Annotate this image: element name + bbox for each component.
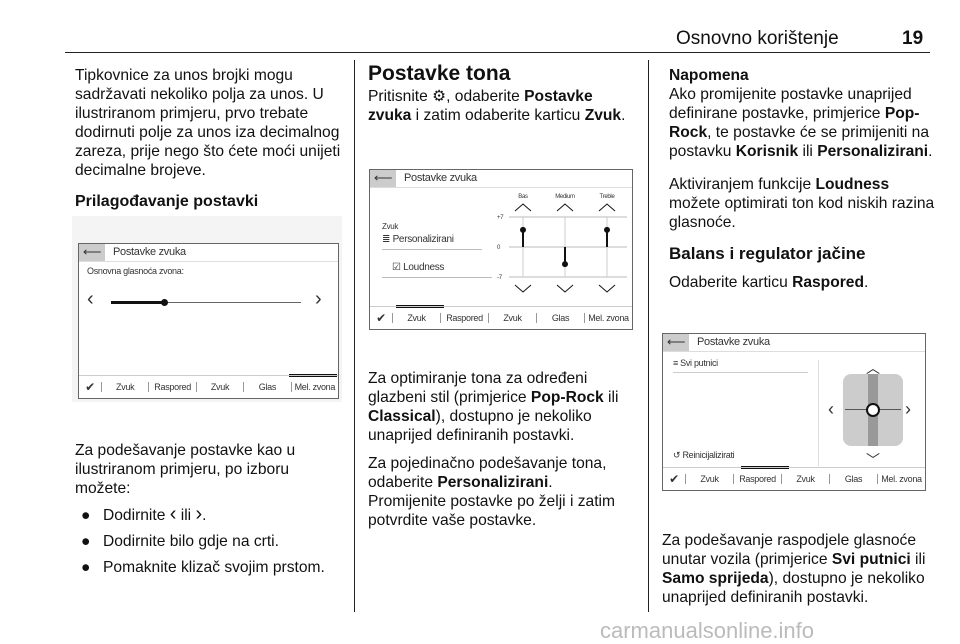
column-divider — [354, 60, 355, 612]
band-label: Bas — [518, 194, 528, 200]
note-title: Napomena — [669, 67, 749, 84]
paragraph: Odaberite karticu Raspored. — [669, 274, 869, 291]
paragraph: Pritisnite ⚙, odaberite Postavke zvuka i… — [368, 88, 626, 124]
right-column: Napomena Ako promijenite postavke unapri… — [669, 66, 935, 301]
back-arrow-icon[interactable]: ⟵ — [663, 334, 689, 351]
paragraph: Za podešavanje raspodjele glasnoće unuta… — [662, 532, 926, 606]
volume-screen: ⟵ Postavke zvuka Osnovna glasnoća zvona: … — [78, 243, 339, 399]
chevron-left-icon: ‹ — [169, 503, 177, 525]
tab[interactable]: Mel. zvona — [877, 474, 925, 484]
tab[interactable]: Mel. zvona — [290, 382, 338, 392]
bullet-item: ● Pomaknite klizač svojim prstom. — [81, 559, 325, 576]
tab[interactable]: Zvuk — [101, 382, 148, 392]
column-divider — [648, 60, 649, 612]
tab[interactable]: Mel. zvona — [584, 313, 632, 323]
watermark: carmanualsonline.info — [600, 618, 815, 643]
paragraph: Za pojedinačno podešavanje tona, odaberi… — [368, 455, 607, 491]
chevron-left-icon[interactable]: ‹ — [828, 399, 834, 419]
band-thumb[interactable] — [520, 226, 526, 233]
balance-screen: ⟵ Postavke zvuka ≡ Svi putnici ↺ Reinicij… — [662, 333, 926, 491]
chevron-down-icon[interactable] — [556, 284, 574, 293]
group-label: Zvuk — [382, 222, 399, 231]
tab[interactable]: Glas — [243, 382, 290, 392]
axis-label: 0 — [497, 245, 501, 251]
loudness-checkbox[interactable]: ☑ Loudness — [382, 262, 492, 278]
volume-label: Osnovna glasnoća zvona: — [87, 266, 184, 276]
left-column: Tipkovnice za unos brojki mogu sadržavat… — [75, 66, 347, 223]
middle-column: Postavke tona Pritisnite ⚙, odaberite Po… — [368, 62, 638, 134]
reset-button[interactable]: ↺ Reinicijalizirati — [673, 450, 735, 460]
tab[interactable]: Raspored — [733, 474, 781, 484]
tab-bar: ✔ Zvuk Raspored Zvuk Glas Mel. zvona — [79, 375, 338, 398]
paragraph: Za podešavanje postavke kao u ilustriran… — [75, 442, 296, 497]
tab[interactable]: Zvuk — [392, 313, 440, 323]
chevron-up-icon[interactable] — [556, 203, 574, 212]
axis-label: -7 — [497, 275, 503, 281]
page-number: 19 — [902, 28, 924, 49]
band-thumb[interactable] — [604, 226, 610, 233]
right-column-lower: Za podešavanje raspodjele glasnoće unuta… — [662, 531, 934, 616]
tab-bar: ✔ Zvuk Raspored Zvuk Glas Mel. zvona — [663, 467, 925, 490]
header-rule — [65, 52, 930, 53]
tab[interactable]: Glas — [829, 474, 877, 484]
preset-selector[interactable]: ≣ Personalizirani — [382, 234, 482, 250]
section-heading: Balans i regulator jačine — [669, 244, 866, 263]
tab[interactable]: Zvuk — [781, 474, 829, 484]
axis-label: +7 — [497, 215, 504, 221]
note-text: Ako promijenite postavke unaprijed defin… — [669, 86, 933, 160]
confirm-check-icon[interactable]: ✔ — [669, 472, 679, 486]
volume-slider[interactable] — [111, 302, 301, 303]
middle-column-lower: Za optimiranje tona za određeni glazbeni… — [368, 369, 640, 539]
band-thumb[interactable] — [562, 261, 568, 268]
back-arrow-icon[interactable]: ⟵ — [370, 170, 396, 187]
equalizer: +7 0 -7 Bas Medium Treble — [495, 190, 630, 300]
confirm-check-icon[interactable]: ✔ — [376, 311, 386, 325]
section-heading: Postavke tona — [368, 62, 511, 85]
paragraph: Aktiviranjem funkcije Loudness možete op… — [669, 176, 935, 231]
chevron-up-icon[interactable] — [598, 203, 616, 212]
screen-title: Postavke zvuka — [404, 172, 477, 184]
tab[interactable]: Zvuk — [685, 474, 733, 484]
chevron-right-icon[interactable]: › — [905, 399, 911, 419]
running-header: Osnovno korištenje — [676, 28, 839, 49]
tab[interactable]: Raspored — [440, 313, 488, 323]
chevron-down-icon[interactable] — [598, 284, 616, 293]
tab[interactable]: Raspored — [148, 382, 195, 392]
section-heading: Prilagođavanje postavki — [75, 193, 259, 210]
band-label: Medium — [555, 194, 575, 200]
chevron-right-icon[interactable]: › — [315, 288, 322, 310]
chevron-left-icon[interactable]: ‹ — [87, 288, 94, 310]
paragraph: Za optimiranje tona za određeni glazbeni… — [368, 370, 619, 444]
chevron-down-icon[interactable]: ﹀ — [866, 452, 880, 468]
tab[interactable]: Glas — [536, 313, 584, 323]
slider-fill — [111, 301, 164, 304]
screen-title: Postavke zvuka — [697, 336, 770, 348]
tab[interactable]: Zvuk — [488, 313, 536, 323]
slider-thumb[interactable] — [161, 299, 168, 306]
confirm-check-icon[interactable]: ✔ — [85, 380, 95, 394]
back-arrow-icon[interactable]: ⟵ — [79, 244, 105, 261]
settings-icon: ⚙ — [432, 88, 447, 105]
tab[interactable]: Zvuk — [195, 382, 243, 392]
bullet-item: ● Dodirnite ‹ ili ›. — [81, 503, 207, 525]
screen-title: Postavke zvuka — [113, 246, 186, 258]
bullet-item: ● Dodirnite bilo gdje na crti. — [81, 533, 279, 550]
tone-screen: ⟵ Postavke zvuka Zvuk ≣ Personalizirani ☑… — [369, 169, 633, 330]
chevron-up-icon[interactable]: ︿ — [866, 360, 880, 376]
preset-selector[interactable]: ≡ Svi putnici — [673, 358, 808, 373]
tab-bar: ✔ Zvuk Raspored Zvuk Glas Mel. zvona — [370, 306, 632, 329]
paragraph: Promijenite postavke po želji i zatim po… — [368, 493, 616, 529]
left-column-lower: Za podešavanje postavke kao u ilustriran… — [75, 441, 347, 584]
chevron-down-icon[interactable] — [514, 284, 532, 293]
balance-target-icon[interactable] — [866, 403, 880, 417]
band-label: Treble — [600, 194, 616, 200]
intro-text: Tipkovnice za unos brojki mogu sadržavat… — [75, 67, 341, 179]
chevron-right-icon: › — [195, 503, 203, 525]
chevron-up-icon[interactable] — [514, 203, 532, 212]
